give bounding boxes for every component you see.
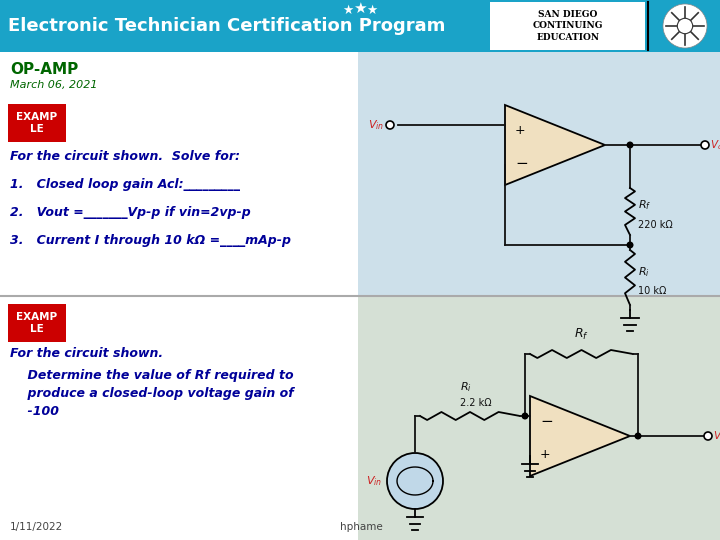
Text: $R_f$: $R_f$ (638, 198, 652, 212)
Text: $V_{out}$: $V_{out}$ (713, 429, 720, 443)
Text: −: − (515, 156, 528, 171)
Text: 220 kΩ: 220 kΩ (638, 220, 672, 230)
Text: 3.   Current I through 10 kΩ =____mAp-p: 3. Current I through 10 kΩ =____mAp-p (10, 234, 291, 247)
Text: EXAMP
LE: EXAMP LE (17, 312, 58, 334)
Text: ★: ★ (343, 4, 354, 17)
Bar (8, 104, 66, 142)
Text: produce a closed-loop voltage gain of: produce a closed-loop voltage gain of (10, 387, 294, 400)
Bar (0, 0, 720, 52)
Circle shape (634, 433, 642, 440)
Text: 1.   Closed loop gain Acl:_________: 1. Closed loop gain Acl:_________ (10, 178, 240, 191)
Text: Electronic Technician Certification Program: Electronic Technician Certification Prog… (8, 17, 446, 35)
Circle shape (663, 4, 707, 48)
Circle shape (626, 241, 634, 248)
Text: EXAMP
LE: EXAMP LE (17, 112, 58, 134)
Text: 2.   Vout =_______Vp-p if vin=2vp-p: 2. Vout =_______Vp-p if vin=2vp-p (10, 206, 251, 219)
Text: hphame: hphame (340, 522, 383, 532)
Text: 1/11/2022: 1/11/2022 (10, 522, 63, 532)
Text: $V_{in}$: $V_{in}$ (366, 474, 382, 488)
Circle shape (387, 453, 443, 509)
Polygon shape (505, 105, 605, 185)
Text: $R_f$: $R_f$ (574, 327, 589, 342)
Text: March 06, 2021: March 06, 2021 (10, 80, 97, 90)
Text: −: − (540, 414, 553, 429)
Text: ★: ★ (354, 1, 366, 16)
Text: Determine the value of Rf required to: Determine the value of Rf required to (10, 369, 294, 382)
Bar (8, 304, 66, 342)
Circle shape (704, 432, 712, 440)
Text: +: + (540, 448, 551, 461)
Bar (358, 52, 720, 296)
Text: OP-AMP: OP-AMP (10, 62, 78, 77)
Text: $R_i$: $R_i$ (638, 266, 650, 279)
Text: For the circuit shown.  Solve for:: For the circuit shown. Solve for: (10, 150, 240, 163)
Circle shape (386, 121, 394, 129)
Bar (490, 2, 645, 50)
Circle shape (521, 413, 528, 420)
Polygon shape (530, 396, 630, 476)
Bar (358, 296, 720, 540)
Text: +: + (515, 124, 526, 137)
Text: ★: ★ (366, 4, 377, 17)
Circle shape (678, 18, 693, 33)
Text: $V_{in}$: $V_{in}$ (368, 118, 384, 132)
Text: SAN DIEGO
CONTINUING
EDUCATION: SAN DIEGO CONTINUING EDUCATION (533, 10, 603, 42)
Text: $V_{out}$: $V_{out}$ (710, 138, 720, 152)
Text: For the circuit shown.: For the circuit shown. (10, 347, 163, 360)
Circle shape (626, 141, 634, 149)
Bar (0, 52, 358, 540)
Circle shape (701, 141, 709, 149)
Text: 2.2 kΩ: 2.2 kΩ (460, 398, 492, 408)
Text: 10 kΩ: 10 kΩ (638, 286, 667, 295)
Text: -100: -100 (10, 405, 59, 418)
Text: $R_i$: $R_i$ (460, 380, 472, 394)
